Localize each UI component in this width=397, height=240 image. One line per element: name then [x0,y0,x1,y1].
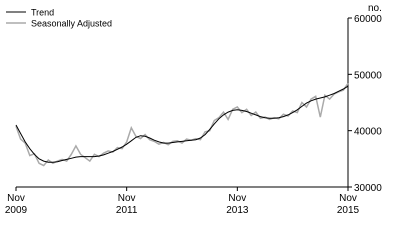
x-tick-label: Nov 2013 [226,193,249,216]
x-tick-label: Nov 2015 [337,193,360,216]
y-axis-label: no. [368,3,382,14]
legend-label: Seasonally Adjusted [31,19,112,29]
x-tick-label-line: Nov [118,193,136,204]
series-line [15,85,349,163]
x-tick-label-line: Nov [228,193,246,204]
x-tick-label: Nov 2011 [116,193,138,216]
x-tick-label-line: Nov [339,193,357,204]
x-tick-label-line: 2009 [5,205,28,216]
x-tick-label-line: Nov [7,193,25,204]
x-tick-label-line: 2015 [337,205,360,216]
x-tick-label: Nov 2009 [5,193,28,216]
y-tick-label: 50000 [354,70,382,81]
y-tick-label: 40000 [354,127,382,138]
legend-label: Trend [31,8,54,18]
y-tick-label: 30000 [354,183,382,194]
y-tick-label: 60000 [354,14,382,25]
x-tick-label-line: 2013 [226,205,249,216]
x-tick-label-line: 2011 [116,205,138,216]
series-line [15,82,349,167]
